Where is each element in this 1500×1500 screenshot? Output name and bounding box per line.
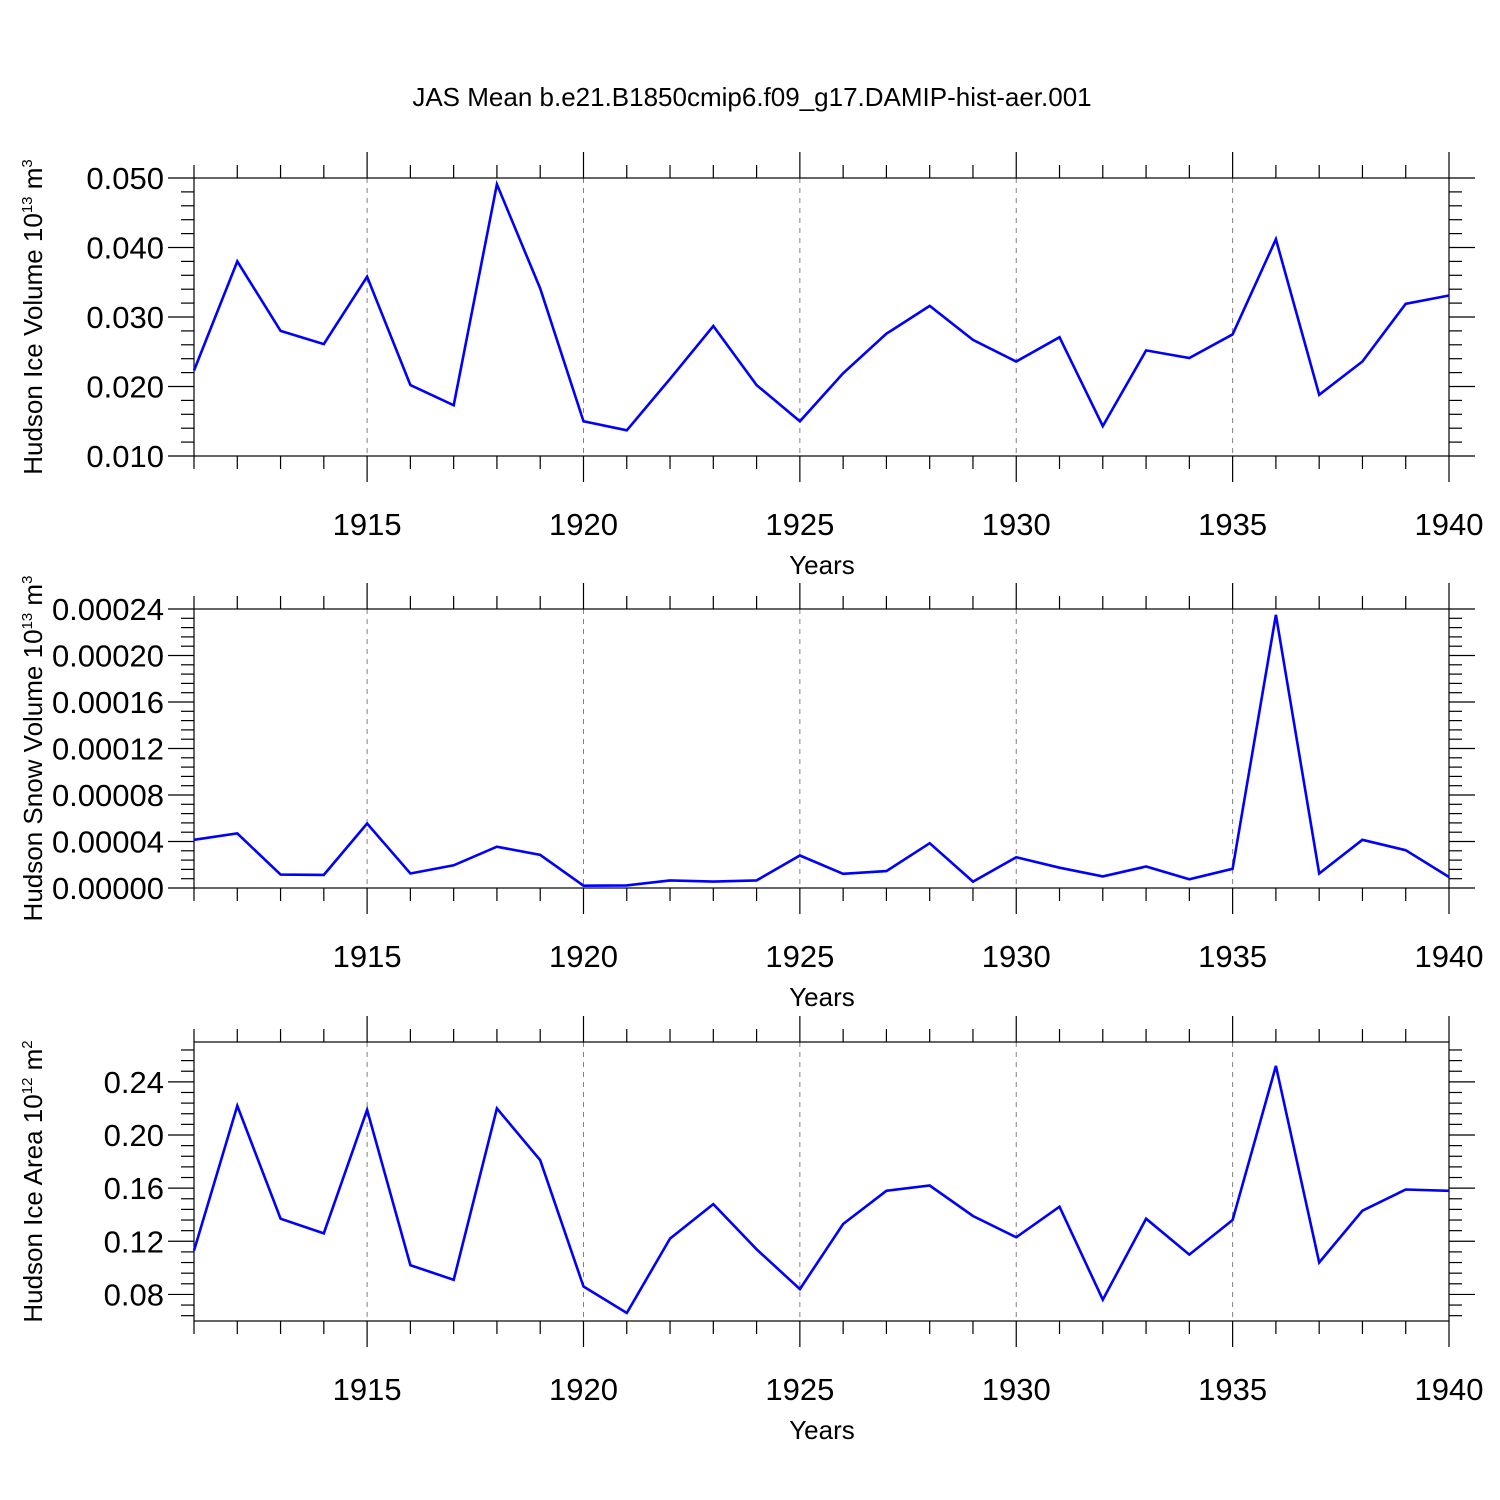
chart-panel-3: 1915 1920 1925 1930 1935 1940 0.08 0.12 0.16 0.20… [18,1016,1483,1445]
y-tick-label: 0.00024 [52,592,164,627]
chart-panel-1: 1915 1920 1925 1930 1935 1940 0.010 0.020 0.030 0… [18,152,1483,580]
x-tick-label: 1930 [982,507,1051,542]
y-tick-label: 0.16 [104,1171,164,1206]
x-tick-label: 1940 [1415,507,1484,542]
y-tick-label: 0.00016 [52,685,164,720]
x-tick-label: 1940 [1415,1372,1484,1407]
x-tick-label: 1920 [549,1372,618,1407]
y-tick-label: 0.20 [104,1118,164,1153]
y-tick-label: 0.00000 [52,871,164,906]
y-tick-label: 0.12 [104,1224,164,1259]
x-axis-label: Years [789,1415,855,1445]
y-tick-label: 0.00020 [52,639,164,674]
y-tick-label: 0.00004 [52,825,164,860]
x-axis-label: Years [789,982,855,1012]
y-tick-label: 0.24 [104,1065,164,1100]
data-series-line [192,1065,1450,1315]
y-tick-label: 0.030 [86,300,164,335]
y-tick-label: 0.020 [86,370,164,405]
chart-title: JAS Mean b.e21.B1850cmip6.f09_g17.DAMIP-… [412,82,1091,112]
x-tick-label: 1925 [765,507,834,542]
x-axis-label: Years [789,550,855,580]
y-tick-label: 0.040 [86,231,164,266]
x-tick-label: 1915 [333,1372,402,1407]
y-axis-label: Hudson Snow Volume 1013 m3 [18,576,48,922]
y-tick-label: 0.08 [104,1277,164,1312]
plot-frame [193,608,1450,889]
plot-frame [193,1041,1450,1322]
data-series-line [193,614,1450,888]
x-tick-label: 1935 [1198,939,1267,974]
y-tick-label: 0.00008 [52,778,164,813]
y-axis-label: Hudson Ice Area 1012 m2 [18,1040,48,1322]
x-tick-label: 1915 [333,507,402,542]
x-tick-label: 1930 [982,939,1051,974]
x-tick-label: 1935 [1198,1372,1267,1407]
x-tick-label: 1940 [1415,939,1484,974]
x-tick-label: 1915 [333,939,402,974]
x-tick-label: 1925 [765,1372,834,1407]
x-tick-label: 1920 [549,507,618,542]
x-tick-label: 1920 [549,939,618,974]
chart-panel-2: 1915 1920 1925 1930 1935 1940 0.00000 0.00004 0.… [18,576,1483,1012]
y-tick-label: 0.010 [86,439,164,474]
x-tick-label: 1930 [982,1372,1051,1407]
x-tick-label: 1925 [765,939,834,974]
y-axis-label: Hudson Ice Volume 1013 m3 [18,159,48,475]
x-tick-label: 1935 [1198,507,1267,542]
y-tick-label: 0.00012 [52,732,164,767]
y-tick-label: 0.050 [86,161,164,196]
data-series-line [192,179,1450,432]
